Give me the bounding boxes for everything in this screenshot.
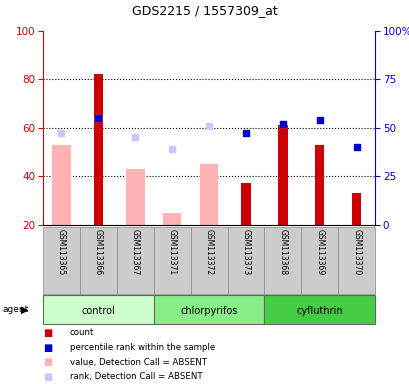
Text: ■: ■	[43, 372, 52, 382]
Text: GSM113370: GSM113370	[351, 228, 360, 275]
Bar	[153, 227, 190, 294]
Bar	[117, 227, 153, 294]
Text: GSM113366: GSM113366	[94, 228, 103, 275]
Text: rank, Detection Call = ABSENT: rank, Detection Call = ABSENT	[70, 372, 202, 381]
Text: ■: ■	[43, 343, 52, 353]
Bar	[80, 227, 117, 294]
Text: GSM113373: GSM113373	[241, 228, 250, 275]
Bar	[94, 74, 103, 225]
Bar	[199, 164, 218, 225]
Bar	[43, 227, 80, 294]
Bar	[241, 184, 250, 225]
Bar	[264, 295, 374, 324]
Text: GSM113372: GSM113372	[204, 228, 213, 275]
Text: GSM113371: GSM113371	[167, 228, 176, 275]
Text: count: count	[70, 328, 94, 338]
Text: control: control	[81, 306, 115, 316]
Bar	[162, 212, 181, 225]
Text: agent: agent	[2, 305, 28, 314]
Bar	[153, 295, 264, 324]
Bar	[126, 169, 144, 225]
Bar	[43, 295, 153, 324]
Bar	[301, 227, 337, 294]
Bar	[227, 227, 264, 294]
Bar	[315, 145, 324, 225]
Bar	[278, 125, 287, 225]
Text: cyfluthrin: cyfluthrin	[296, 306, 342, 316]
Text: percentile rank within the sample: percentile rank within the sample	[70, 343, 214, 352]
Text: value, Detection Call = ABSENT: value, Detection Call = ABSENT	[70, 358, 206, 367]
Text: GSM113365: GSM113365	[57, 228, 66, 275]
Text: GSM113369: GSM113369	[315, 228, 324, 275]
Text: ▶: ▶	[21, 305, 29, 314]
Text: GSM113368: GSM113368	[278, 228, 287, 275]
Text: GDS2215 / 1557309_at: GDS2215 / 1557309_at	[132, 4, 277, 17]
Bar	[190, 227, 227, 294]
Bar	[351, 193, 360, 225]
Text: ■: ■	[43, 357, 52, 367]
Bar	[264, 227, 301, 294]
Bar	[337, 227, 374, 294]
Bar	[52, 145, 71, 225]
Text: ■: ■	[43, 328, 52, 338]
Text: chlorpyrifos: chlorpyrifos	[180, 306, 237, 316]
Text: GSM113367: GSM113367	[130, 228, 139, 275]
